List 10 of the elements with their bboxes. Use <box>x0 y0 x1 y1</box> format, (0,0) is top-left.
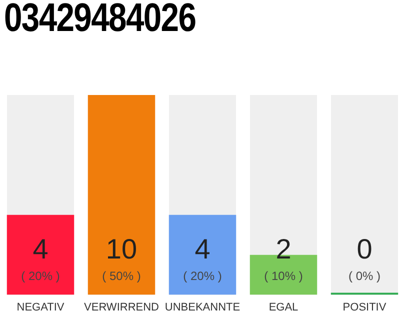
data-label: 0 ( 0% ) <box>348 234 381 284</box>
data-label: 4 ( 20% ) <box>21 234 60 284</box>
x-tick-label: NEGATIV <box>16 301 65 314</box>
data-label: 10 ( 50% ) <box>102 234 141 284</box>
data-label: 4 ( 20% ) <box>183 234 222 284</box>
x-tick-label: POSITIV <box>342 301 387 314</box>
x-tick-label: EGAL <box>268 301 298 314</box>
x-tick-label: UNBEKANNTE <box>164 301 240 314</box>
chart-title: 03429484026 <box>4 0 196 41</box>
x-tick-label: VERWIRREND <box>84 301 160 314</box>
